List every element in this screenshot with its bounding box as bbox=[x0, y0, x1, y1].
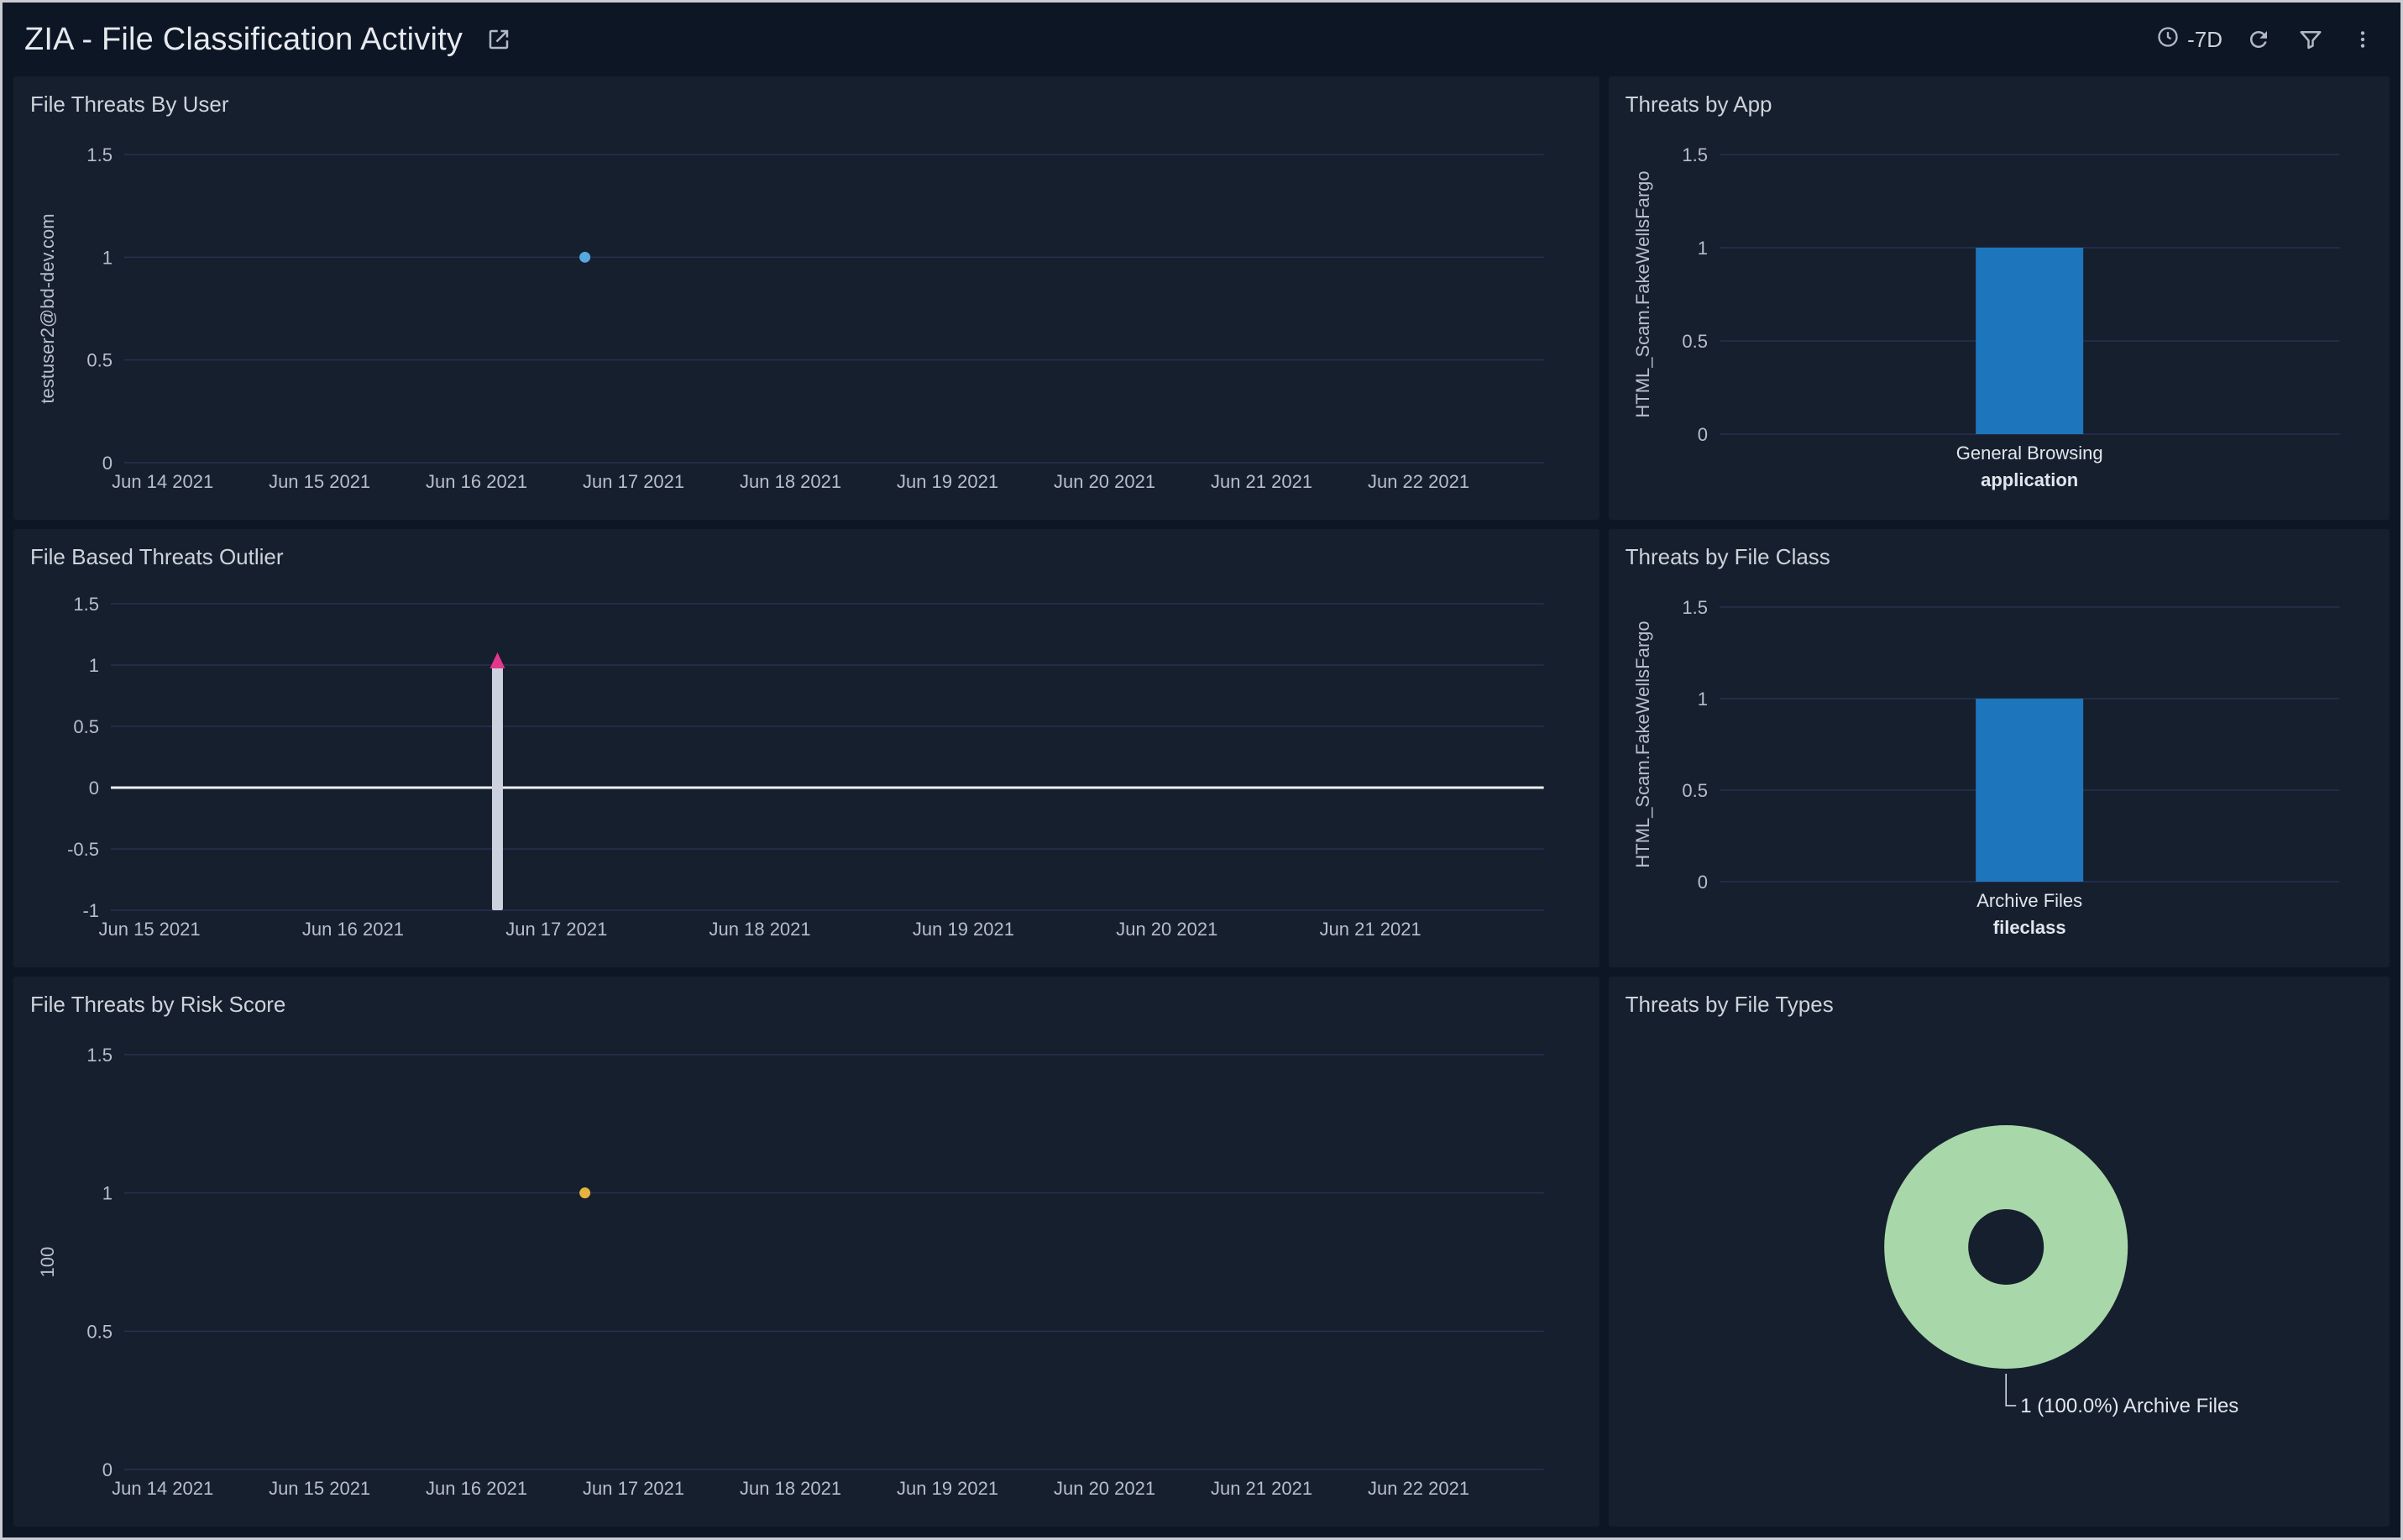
y-tick-label: 0 bbox=[102, 453, 113, 474]
y-tick-label: 0 bbox=[102, 1459, 113, 1480]
x-tick-label: Jun 15 2021 bbox=[269, 471, 370, 492]
y-tick-label: 1.5 bbox=[86, 144, 113, 165]
category-label: Archive Files bbox=[1976, 890, 2082, 911]
category-label: General Browsing bbox=[1955, 443, 2102, 464]
panel-file-based-threats-outlier: File Based Threats Outlier -1 -0.5 0 0.5 1 1.… bbox=[13, 529, 1599, 967]
y-tick-label: -0.5 bbox=[67, 839, 99, 860]
panel-title: Threats by App bbox=[1625, 92, 1772, 117]
callout-line bbox=[2005, 1374, 2016, 1406]
dashboard-title: ZIA - File Classification Activity bbox=[24, 21, 463, 57]
y-tick-label: 0.5 bbox=[1682, 331, 1708, 352]
x-tick-label: Jun 18 2021 bbox=[740, 471, 841, 492]
donut-hole bbox=[1967, 1209, 2044, 1285]
x-tick-label: Jun 22 2021 bbox=[1368, 1478, 1469, 1499]
donut-callout-label: 1 (100.0%) Archive Files bbox=[2020, 1395, 2238, 1417]
y-axis-label: HTML_Scam.FakeWellsFargo bbox=[1632, 621, 1653, 867]
panel-threats-by-file-class: Threats by File Class 0 0.5 1 1.5 HTML_Scam.… bbox=[1608, 529, 2390, 967]
y-axis-label: HTML_Scam.FakeWellsFargo bbox=[1632, 170, 1653, 417]
chart-file-threats-by-user[interactable]: 0 0.5 1 1.5 testuser2@bd-dev.com Jun 14 2021 J… bbox=[30, 123, 1583, 511]
outlier-band[interactable] bbox=[491, 665, 503, 910]
x-tick-label: Jun 21 2021 bbox=[1320, 919, 1421, 940]
y-tick-label: 0.5 bbox=[86, 350, 113, 371]
kebab-menu-icon[interactable] bbox=[2347, 24, 2379, 55]
y-tick-label: 1.5 bbox=[73, 594, 99, 615]
y-tick-label: 1.5 bbox=[86, 1045, 113, 1066]
panel-title: File Threats By User bbox=[30, 92, 229, 117]
y-tick-label: -1 bbox=[82, 900, 99, 921]
clock-icon bbox=[2156, 25, 2180, 55]
x-tick-label: Jun 15 2021 bbox=[99, 919, 201, 940]
x-axis-label: application bbox=[1981, 469, 2078, 490]
y-tick-label: 1 bbox=[102, 247, 113, 268]
data-point[interactable] bbox=[579, 1187, 591, 1199]
panel-title: Threats by File Class bbox=[1625, 544, 1830, 569]
panel-title: File Based Threats Outlier bbox=[30, 544, 284, 569]
bar[interactable] bbox=[1975, 699, 2083, 882]
chart-file-threats-by-risk-score[interactable]: 0 0.5 1 1.5 100 Jun 14 2021 Jun 15 2021 Jun 16 … bbox=[30, 1023, 1583, 1518]
y-tick-label: 0 bbox=[89, 778, 99, 799]
chart-file-based-threats-outlier[interactable]: -1 -0.5 0 0.5 1 1.5 Jun 15 2021 Jun 16 2021 Jun … bbox=[30, 575, 1583, 959]
y-tick-label: 0 bbox=[1697, 424, 1707, 445]
x-tick-label: Jun 16 2021 bbox=[426, 471, 527, 492]
y-tick-label: 1 bbox=[102, 1183, 113, 1204]
x-tick-label: Jun 15 2021 bbox=[269, 1478, 370, 1499]
open-in-new-icon[interactable] bbox=[483, 24, 515, 55]
x-tick-label: Jun 16 2021 bbox=[302, 919, 404, 940]
panel-title: File Threats by Risk Score bbox=[30, 992, 286, 1017]
y-tick-label: 1 bbox=[1697, 689, 1707, 710]
y-axis-label: 100 bbox=[37, 1247, 58, 1278]
chart-threats-by-file-class[interactable]: 0 0.5 1 1.5 HTML_Scam.FakeWellsFargo Archive … bbox=[1626, 575, 2373, 959]
x-tick-label: Jun 18 2021 bbox=[709, 919, 811, 940]
refresh-icon[interactable] bbox=[2243, 24, 2275, 55]
data-point[interactable] bbox=[579, 251, 591, 263]
panel-file-threats-by-risk-score: File Threats by Risk Score 0 0.5 1 1.5 100 Ju… bbox=[13, 977, 1599, 1527]
x-tick-label: Jun 17 2021 bbox=[505, 919, 607, 940]
chart-threats-by-app[interactable]: 0 0.5 1 1.5 HTML_Scam.FakeWellsFargo General … bbox=[1626, 123, 2373, 511]
panel-threats-by-file-types: Threats by File Types 1 (100.0%) Archive… bbox=[1608, 977, 2390, 1527]
time-range-label: -7D bbox=[2187, 26, 2222, 52]
outlier-marker[interactable] bbox=[490, 652, 505, 668]
x-tick-label: Jun 17 2021 bbox=[583, 1478, 684, 1499]
y-tick-label: 0.5 bbox=[86, 1321, 113, 1342]
x-tick-label: Jun 20 2021 bbox=[1116, 919, 1217, 940]
y-tick-label: 1.5 bbox=[1682, 144, 1708, 165]
bar[interactable] bbox=[1975, 248, 2083, 434]
y-axis-label: testuser2@bd-dev.com bbox=[37, 213, 58, 403]
x-tick-label: Jun 22 2021 bbox=[1368, 471, 1469, 492]
x-tick-label: Jun 19 2021 bbox=[897, 1478, 998, 1499]
x-tick-label: Jun 21 2021 bbox=[1211, 1478, 1312, 1499]
time-range-control[interactable]: -7D bbox=[2156, 25, 2222, 55]
x-tick-label: Jun 19 2021 bbox=[913, 919, 1014, 940]
dashboard-grid: File Threats By User 0 0.5 1 1.5 testuser2@b… bbox=[3, 76, 2400, 1537]
panel-file-threats-by-user: File Threats By User 0 0.5 1 1.5 testuser2@b… bbox=[13, 76, 1599, 520]
panel-title: Threats by File Types bbox=[1625, 992, 1834, 1017]
x-tick-label: Jun 14 2021 bbox=[112, 1478, 213, 1499]
dashboard-header: ZIA - File Classification Activity -7D bbox=[3, 3, 2400, 76]
chart-threats-by-file-types[interactable]: 1 (100.0%) Archive Files bbox=[1626, 1023, 2373, 1518]
x-tick-label: Jun 21 2021 bbox=[1211, 471, 1312, 492]
y-tick-label: 0.5 bbox=[1682, 780, 1708, 801]
x-tick-label: Jun 17 2021 bbox=[583, 471, 684, 492]
y-tick-label: 0.5 bbox=[73, 716, 99, 737]
y-tick-label: 1 bbox=[89, 655, 99, 676]
x-tick-label: Jun 19 2021 bbox=[897, 471, 998, 492]
x-tick-label: Jun 16 2021 bbox=[426, 1478, 527, 1499]
y-tick-label: 0 bbox=[1697, 872, 1707, 893]
x-tick-label: Jun 14 2021 bbox=[112, 471, 213, 492]
x-axis-label: fileclass bbox=[1992, 917, 2065, 938]
panel-threats-by-app: Threats by App 0 0.5 1 1.5 HTML_Scam.FakeWel… bbox=[1608, 76, 2390, 520]
x-tick-label: Jun 20 2021 bbox=[1054, 471, 1155, 492]
y-tick-label: 1 bbox=[1697, 238, 1707, 259]
y-tick-label: 1.5 bbox=[1682, 597, 1708, 618]
filter-icon[interactable] bbox=[2295, 24, 2327, 55]
x-tick-label: Jun 18 2021 bbox=[740, 1478, 841, 1499]
x-tick-label: Jun 20 2021 bbox=[1054, 1478, 1155, 1499]
